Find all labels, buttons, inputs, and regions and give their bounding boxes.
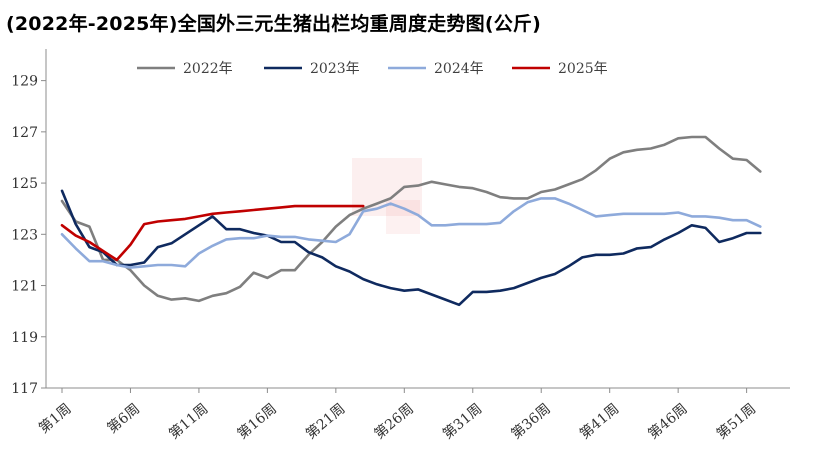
y-tick-label: 125: [11, 176, 38, 192]
legend-label: 2022年: [183, 61, 233, 77]
y-tick-label: 123: [11, 227, 38, 243]
x-tick-label: 第1周: [35, 400, 74, 437]
axes: [45, 49, 790, 389]
chart-title: (2022年-2025年)全国外三元生猪出栏均重周度走势图(公斤): [6, 13, 541, 35]
legend-label: 2025年: [558, 61, 608, 77]
legend-label: 2024年: [434, 61, 484, 77]
series-line-3: [60, 197, 762, 269]
x-tick-label: 第21周: [302, 400, 348, 442]
x-tick-label: 第51周: [713, 400, 759, 442]
series-line-1: [60, 135, 762, 303]
x-tick-label: 第36周: [508, 400, 554, 442]
x-tick-label: 第16周: [234, 400, 280, 442]
x-tick-label: 第31周: [439, 400, 485, 442]
y-tick-label: 119: [11, 330, 38, 346]
y-tick-label: 121: [11, 279, 38, 295]
y-tick-label: 129: [11, 74, 38, 90]
y-tick-label: 117: [11, 381, 38, 397]
series-line-2: [60, 189, 762, 307]
y-tick-label: 127: [11, 125, 38, 141]
series-line-4: [60, 204, 365, 262]
x-tick-label: 第41周: [576, 400, 622, 442]
legend: 2022年 2023年 2024年 2025年: [137, 61, 608, 77]
x-tick-label: 第46周: [645, 400, 691, 442]
x-tick-label: 第6周: [104, 400, 143, 437]
legend-label: 2023年: [310, 61, 360, 77]
x-axis-ticks: 第1周 第6周 第11周 第16周 第21周 第26周 第31周 第36周 第41周 第46周 第5…: [35, 388, 759, 443]
y-axis-ticks: 117 119 121 123 125 127 129: [11, 74, 46, 397]
series-lines: [60, 135, 762, 307]
watermark: [352, 158, 422, 234]
x-tick-label: 第11周: [165, 400, 211, 442]
x-tick-label: 第26周: [371, 400, 417, 442]
